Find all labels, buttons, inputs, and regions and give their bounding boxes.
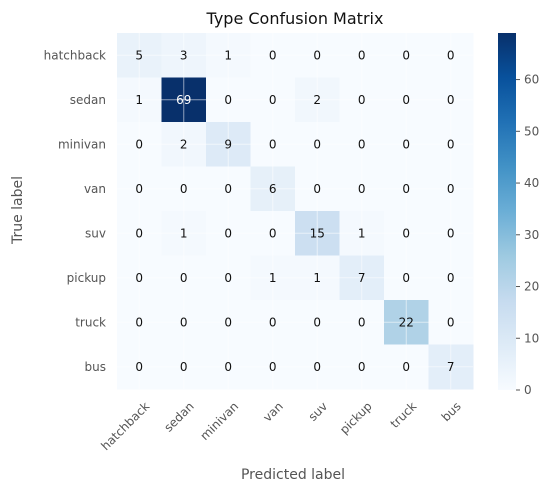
colorbar-tick-label: 10 xyxy=(524,331,539,345)
x-tick-label: van xyxy=(260,399,286,425)
x-tick-label: sedan xyxy=(161,399,197,435)
cell-value-label: 0 xyxy=(224,182,232,196)
cell-value-label: 0 xyxy=(313,360,321,374)
cell-value-label: 0 xyxy=(447,315,455,329)
cell-value-label: 7 xyxy=(358,271,366,285)
gridlines xyxy=(117,33,473,389)
colorbar-ticks: 0 10 20 30 40 50 60 xyxy=(516,73,539,397)
cell-value-label: 0 xyxy=(402,360,410,374)
cell-value-label: 0 xyxy=(269,360,277,374)
cell-value-label: 9 xyxy=(224,137,232,151)
cell-value-label: 0 xyxy=(358,93,366,107)
colorbar-tick-label: 50 xyxy=(524,124,539,138)
y-tick-label: van xyxy=(84,182,106,196)
y-tick-label: hatchback xyxy=(44,48,106,62)
cell-value-label: 0 xyxy=(447,48,455,62)
cell-value-label: 0 xyxy=(402,182,410,196)
cell-value-label: 0 xyxy=(269,315,277,329)
cell-value-label: 0 xyxy=(224,360,232,374)
x-tick-label: hatchback xyxy=(98,399,152,453)
cell-value-label: 1 xyxy=(269,271,277,285)
cell-value-label: 69 xyxy=(176,93,191,107)
heatmap-cells xyxy=(117,33,474,390)
cell-value-labels: 5 3 1 0 0 0 0 0 1 69 0 0 2 0 0 0 0 2 9 0 0 0 0 0 0 0 0 6 0 0 0 0 0 1 0 0 15 1… xyxy=(135,48,454,374)
cell-value-label: 0 xyxy=(224,271,232,285)
colorbar-tick-label: 0 xyxy=(524,383,532,397)
cell-value-label: 7 xyxy=(447,360,455,374)
cell-value-label: 1 xyxy=(313,271,321,285)
x-tick-label: bus xyxy=(439,399,464,424)
cell-value-label: 0 xyxy=(447,137,455,151)
cell-value-label: 2 xyxy=(180,137,188,151)
y-tick-label: minivan xyxy=(58,137,106,151)
cell-value-label: 5 xyxy=(135,48,143,62)
cell-value-label: 2 xyxy=(313,93,321,107)
cell-value-label: 22 xyxy=(399,315,414,329)
x-tick-label: truck xyxy=(388,399,420,431)
x-tick-label: suv xyxy=(306,399,331,424)
x-tick-label: pickup xyxy=(337,399,375,437)
y-tick-label: bus xyxy=(85,360,106,374)
y-tick-label: pickup xyxy=(67,271,106,285)
cell-value-label: 0 xyxy=(402,48,410,62)
cell-value-label: 0 xyxy=(180,271,188,285)
cell-value-label: 0 xyxy=(447,226,455,240)
cell-value-label: 0 xyxy=(402,271,410,285)
cell-value-label: 0 xyxy=(402,137,410,151)
cell-value-label: 1 xyxy=(135,93,143,107)
cell-value-label: 0 xyxy=(269,137,277,151)
colorbar-tick-label: 20 xyxy=(524,280,539,294)
cell-value-label: 0 xyxy=(447,271,455,285)
cell-value-label: 0 xyxy=(180,360,188,374)
colorbar-tick-label: 40 xyxy=(524,176,539,190)
cell-value-label: 0 xyxy=(447,182,455,196)
x-axis-title: Predicted label xyxy=(241,467,345,483)
cell-value-label: 0 xyxy=(180,182,188,196)
y-tick-label: truck xyxy=(75,315,106,329)
cell-value-label: 0 xyxy=(313,137,321,151)
cell-value-label: 0 xyxy=(224,93,232,107)
cell-value-label: 0 xyxy=(358,360,366,374)
cell-value-label: 0 xyxy=(269,226,277,240)
cell-value-label: 15 xyxy=(310,226,325,240)
cell-value-label: 0 xyxy=(135,226,143,240)
cell-value-label: 0 xyxy=(313,48,321,62)
cell-value-label: 0 xyxy=(269,48,277,62)
cell-value-label: 0 xyxy=(358,182,366,196)
cell-value-label: 0 xyxy=(269,93,277,107)
cell-value-label: 0 xyxy=(135,360,143,374)
cell-value-label: 6 xyxy=(269,182,277,196)
cell-value-label: 1 xyxy=(224,48,232,62)
cell-value-label: 0 xyxy=(224,226,232,240)
y-tick-label: suv xyxy=(85,226,106,240)
cell-value-label: 1 xyxy=(358,226,366,240)
cell-value-label: 0 xyxy=(135,271,143,285)
cell-value-label: 0 xyxy=(224,315,232,329)
cell-value-label: 0 xyxy=(447,93,455,107)
cell-value-label: 0 xyxy=(180,315,188,329)
x-tick-labels: hatchback sedan minivan van suv pickup truck bu… xyxy=(98,399,464,453)
y-tick-label: sedan xyxy=(70,93,106,107)
chart-title: Type Confusion Matrix xyxy=(206,9,384,28)
cell-value-label: 0 xyxy=(358,137,366,151)
cell-value-label: 0 xyxy=(135,182,143,196)
cell-value-label: 0 xyxy=(402,226,410,240)
cell-value-label: 0 xyxy=(135,315,143,329)
cell-value-label: 3 xyxy=(180,48,188,62)
cell-value-label: 0 xyxy=(358,315,366,329)
cell-value-label: 0 xyxy=(313,315,321,329)
cell-value-label: 0 xyxy=(402,93,410,107)
cell-value-label: 0 xyxy=(135,137,143,151)
x-tick-label: minivan xyxy=(197,399,241,443)
cell-value-label: 1 xyxy=(180,226,188,240)
y-tick-labels: hatchback sedan minivan van suv pickup truck bu… xyxy=(44,48,106,374)
colorbar xyxy=(498,33,516,390)
colorbar-tick-label: 60 xyxy=(524,73,539,87)
cell-value-label: 0 xyxy=(313,182,321,196)
y-axis-title: True label xyxy=(10,176,26,245)
colorbar-tick-label: 30 xyxy=(524,228,539,242)
cell-value-label: 0 xyxy=(358,48,366,62)
